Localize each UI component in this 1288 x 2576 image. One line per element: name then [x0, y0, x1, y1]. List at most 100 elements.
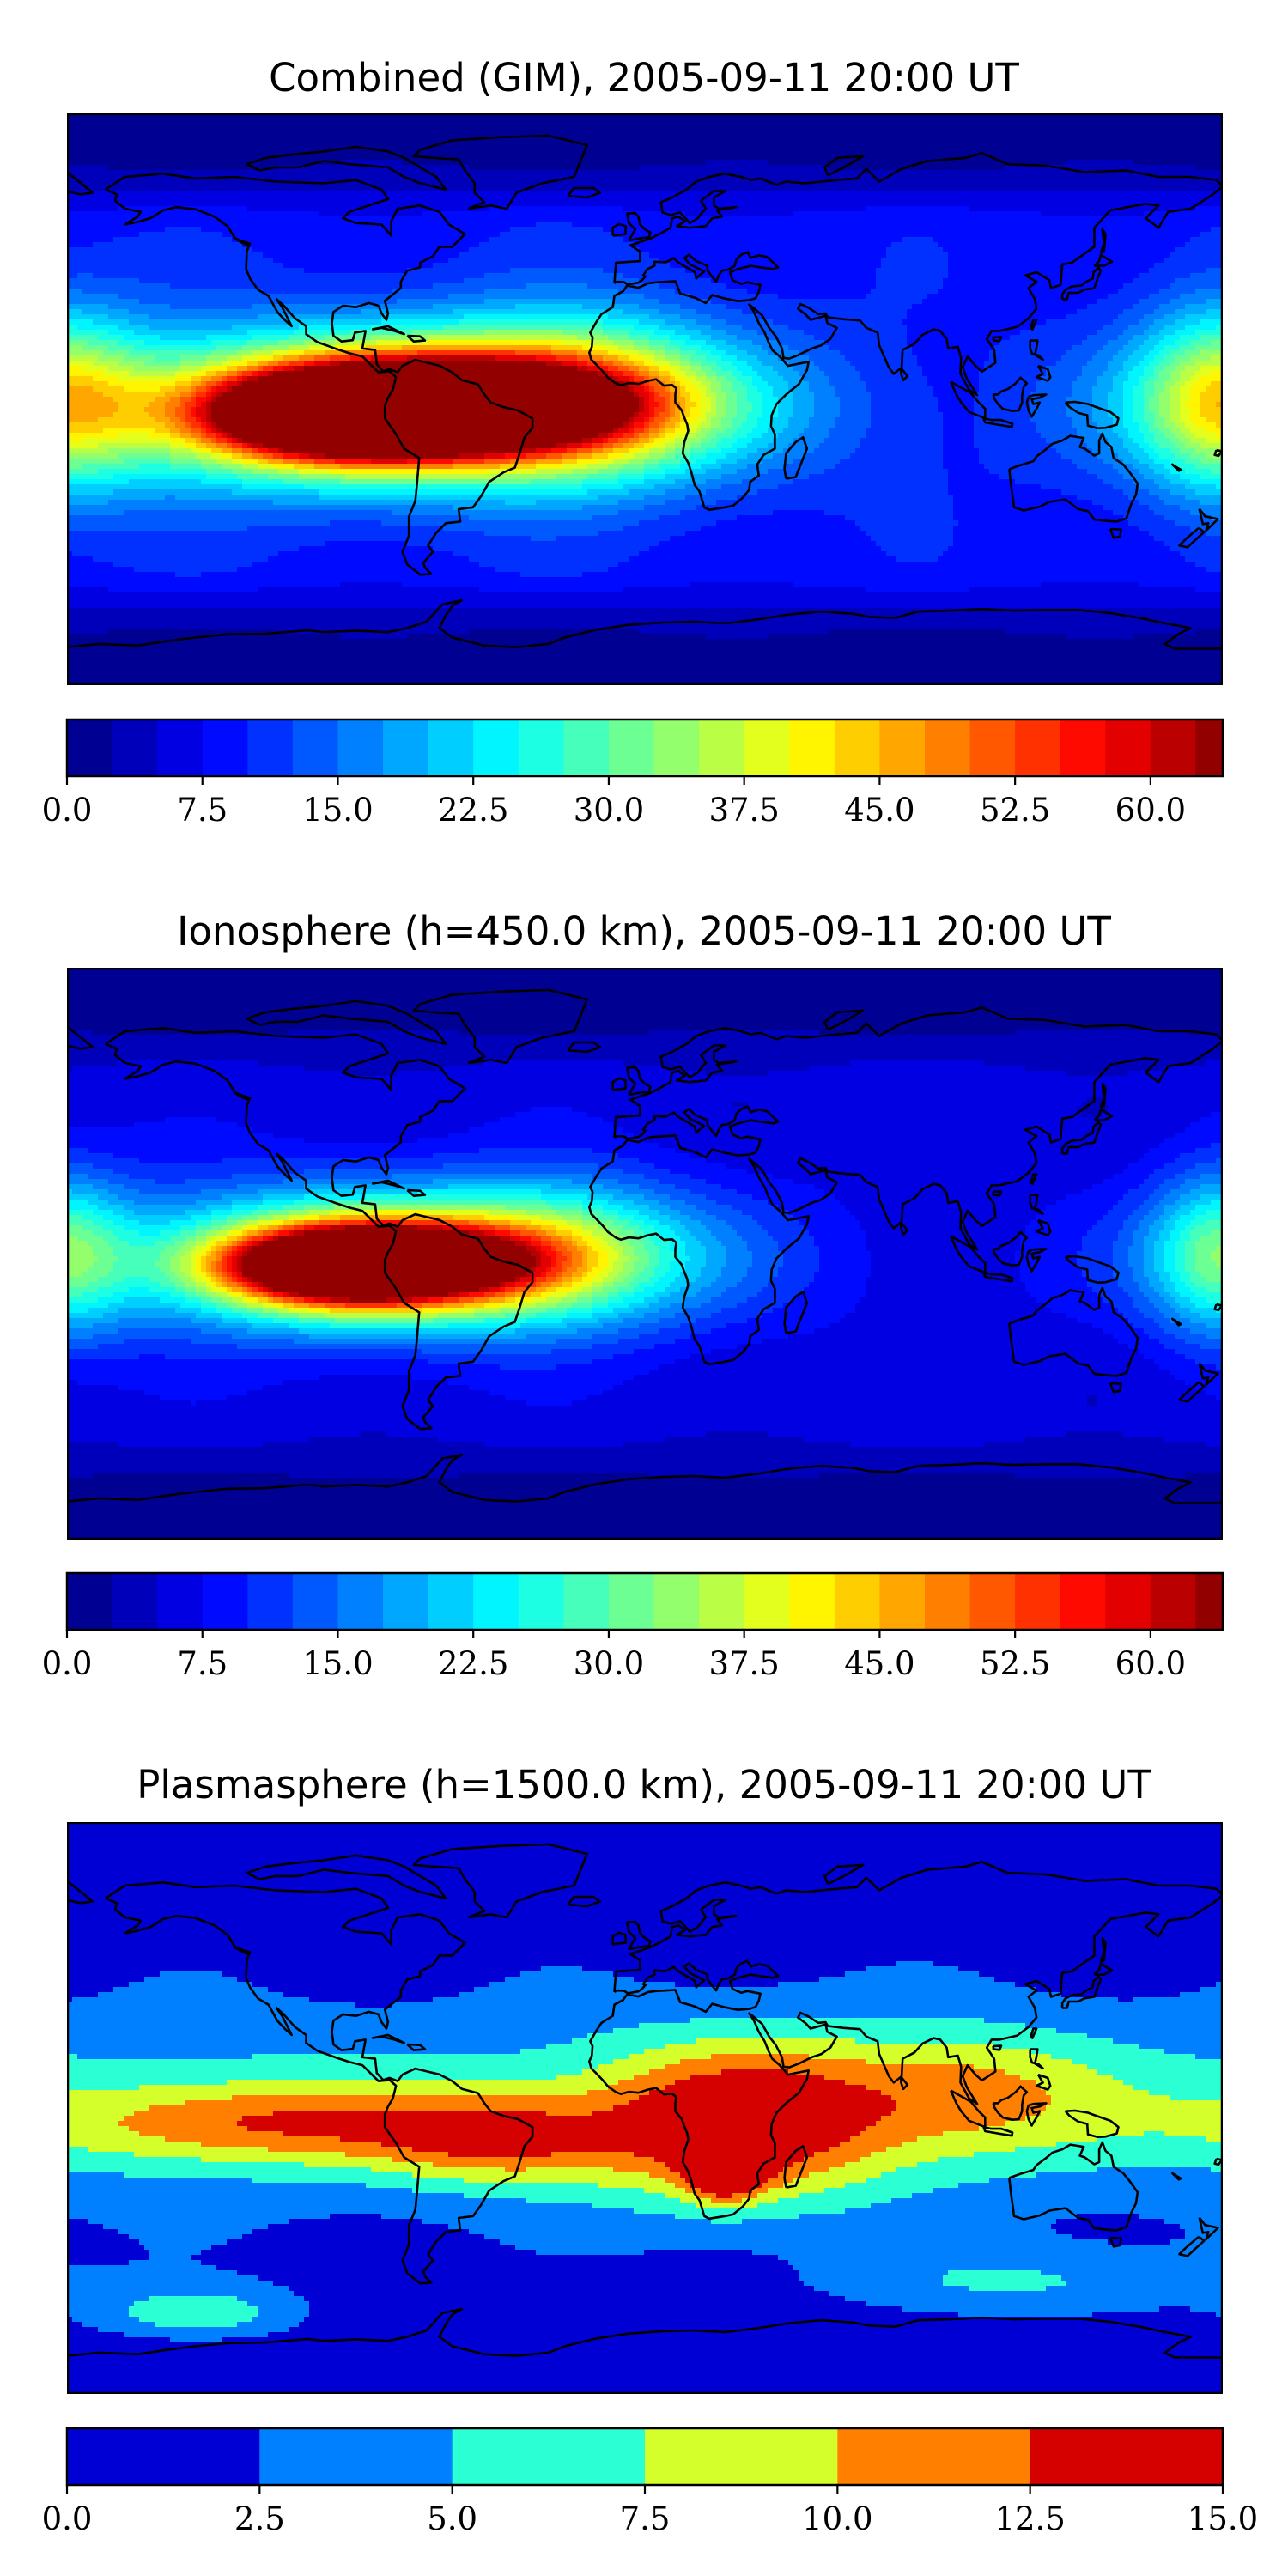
panel-1-coastlines: [67, 134, 1223, 650]
colorbar-segment: [969, 720, 1016, 776]
colorbar-segment: [518, 1573, 564, 1630]
colorbar-segment: [259, 2428, 453, 2485]
colorbar-tick-label: 2.5: [234, 2500, 285, 2537]
colorbar-tick-label: 45.0: [844, 792, 914, 829]
colorbar-segment: [337, 720, 384, 776]
panel-2-field: [67, 968, 1223, 1540]
colorbar-tick-label: 52.5: [980, 792, 1050, 829]
colorbar-segment: [699, 1573, 745, 1630]
colorbar-segment: [337, 1573, 384, 1630]
colorbar-segment: [428, 1573, 474, 1630]
panel-2-coastlines: [67, 988, 1223, 1504]
colorbar-tick-label: 7.5: [177, 792, 228, 829]
colorbar-segment: [428, 720, 474, 776]
colorbar-tick-label: 15.0: [1188, 2500, 1258, 2537]
panel-1-colorbar-frame: [65, 718, 1224, 778]
colorbar-tick-label: 15.0: [302, 1645, 373, 1682]
panel-1-colorbar-segments: [67, 720, 1224, 776]
colorbar-segment: [1195, 1573, 1224, 1630]
colorbar-tick-label: 0.0: [42, 2500, 93, 2537]
panel-1-title: Combined (GIM), 2005-09-11 20:00 UT: [269, 55, 1019, 100]
colorbar-segment: [1195, 720, 1224, 776]
colorbar-tick-label: 0.0: [42, 1645, 93, 1682]
colorbar-segment: [789, 1573, 835, 1630]
colorbar-segment: [383, 720, 429, 776]
panel-1-frame: [67, 113, 1223, 685]
colorbar-segment: [608, 1573, 655, 1630]
colorbar-segment: [473, 720, 519, 776]
colorbar-tick-label: 7.5: [177, 1645, 228, 1682]
colorbar-segment: [518, 720, 564, 776]
panel-3-map: [67, 1822, 1223, 2394]
colorbar-segment: [563, 720, 610, 776]
colorbar-tick-label: 45.0: [844, 1645, 914, 1682]
panel-2-frame: [67, 968, 1223, 1540]
colorbar-tick-label: 60.0: [1115, 1645, 1186, 1682]
panel-3-colorbar: 0.0 2.5 5.0 7.5 10.0 12.5 15.0: [42, 2427, 1258, 2537]
panel-1-colorbar: 0.0 7.5 15.0 22.5 30.0 37.5 45.0 52.5 60.0: [42, 718, 1224, 829]
colorbar-tick-label: 10.0: [802, 2500, 872, 2537]
colorbar-tick-label: 37.5: [708, 1645, 779, 1682]
colorbar-segment: [202, 1573, 248, 1630]
colorbar-segment: [1015, 1573, 1061, 1630]
colorbar-tick-label: 22.5: [438, 792, 508, 829]
panel-3-title: Plasmasphere (h=1500.0 km), 2005-09-11 2…: [137, 1762, 1151, 1807]
colorbar-segment: [924, 720, 971, 776]
panel-2-colorbar: 0.0 7.5 15.0 22.5 30.0 37.5 45.0 52.5 60.0: [42, 1571, 1224, 1682]
colorbar-tick-label: 12.5: [994, 2500, 1065, 2537]
colorbar-segment: [837, 2428, 1031, 2485]
colorbar-segment: [969, 1573, 1016, 1630]
colorbar-segment: [247, 1573, 294, 1630]
colorbar-segment: [834, 1573, 880, 1630]
colorbar-segment: [699, 720, 745, 776]
colorbar-tick-label: 0.0: [42, 792, 93, 829]
colorbar-segment: [653, 720, 700, 776]
colorbar-segment: [112, 720, 158, 776]
colorbar-segment: [1150, 720, 1196, 776]
colorbar-segment: [383, 1573, 429, 1630]
panel-3-coastlines: [67, 1843, 1223, 2359]
colorbar-segment: [744, 1573, 790, 1630]
colorbar-segment: [1030, 2428, 1224, 2485]
colorbar-segment: [608, 720, 655, 776]
panel-3-frame: [67, 1822, 1223, 2394]
colorbar-segment: [879, 1573, 926, 1630]
panel-1-field: [67, 113, 1223, 685]
colorbar-tick-label: 37.5: [708, 792, 779, 829]
colorbar-segment: [563, 1573, 610, 1630]
colorbar-segment: [744, 720, 790, 776]
colorbar-segment: [879, 720, 926, 776]
colorbar-segment: [473, 1573, 519, 1630]
panel-2-map: [67, 968, 1223, 1540]
colorbar-segment: [1060, 1573, 1106, 1630]
colorbar-tick-label: 5.0: [427, 2500, 477, 2537]
colorbar-segment: [645, 2428, 838, 2485]
colorbar-segment: [1060, 720, 1106, 776]
panel-3-field: [67, 1822, 1223, 2394]
colorbar-segment: [67, 2428, 260, 2485]
colorbar-segment: [924, 1573, 971, 1630]
colorbar-segment: [834, 720, 880, 776]
colorbar-segment: [67, 1573, 113, 1630]
colorbar-tick-label: 52.5: [980, 1645, 1050, 1682]
colorbar-segment: [157, 1573, 204, 1630]
colorbar-tick-label: 22.5: [438, 1645, 508, 1682]
colorbar-tick-label: 60.0: [1115, 792, 1186, 829]
colorbar-tick-label: 30.0: [574, 1645, 644, 1682]
colorbar-segment: [292, 720, 338, 776]
panel-2-colorbar-frame: [65, 1571, 1224, 1631]
colorbar-tick-label: 15.0: [302, 792, 373, 829]
panel-2-colorbar-segments: [67, 1573, 1224, 1630]
colorbar-segment: [292, 1573, 338, 1630]
colorbar-segment: [653, 1573, 700, 1630]
colorbar-segment: [67, 720, 113, 776]
colorbar-segment: [1015, 720, 1061, 776]
colorbar-segment: [202, 720, 248, 776]
panel-1-map: [67, 113, 1223, 685]
colorbar-tick-label: 7.5: [620, 2500, 671, 2537]
colorbar-segment: [157, 720, 204, 776]
panel-3-colorbar-segments: [67, 2428, 1224, 2485]
colorbar-tick-label: 30.0: [574, 792, 644, 829]
colorbar-segment: [1105, 1573, 1151, 1630]
colorbar-segment: [1150, 1573, 1196, 1630]
